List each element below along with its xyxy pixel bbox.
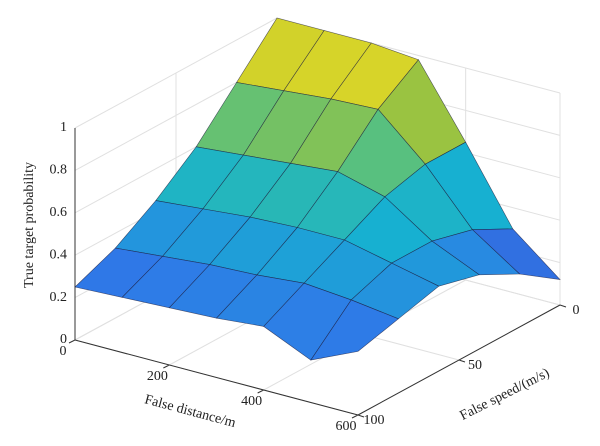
z-axis-label: True target probability <box>22 162 37 288</box>
x-tick-label: 400 <box>241 394 262 409</box>
x-tick-label: 600 <box>336 419 357 434</box>
y-tick-label: 100 <box>364 413 385 428</box>
tick-mark <box>351 414 359 419</box>
z-tick-label: 0.8 <box>50 163 68 178</box>
axis-line <box>357 304 561 416</box>
tick-mark <box>458 359 466 363</box>
z-tick-label: 0.4 <box>50 247 68 262</box>
z-tick-label: 0 <box>60 332 67 347</box>
x-axis-label: False distance/m <box>143 392 237 431</box>
z-tick-label: 0.6 <box>50 205 68 220</box>
x-tick-label: 200 <box>147 369 168 384</box>
tick-mark <box>68 339 76 344</box>
tick-mark <box>559 304 567 308</box>
tick-mark <box>357 414 365 418</box>
tick-mark <box>257 389 264 394</box>
tick-mark <box>163 364 170 369</box>
surface <box>74 17 561 361</box>
y-tick-label: 0 <box>573 303 580 318</box>
z-tick-label: 0.2 <box>50 290 68 305</box>
z-tick-label: 1 <box>60 120 67 135</box>
y-axis-label: False speed/(m/s) <box>458 366 553 424</box>
x-tick-label: 0 <box>60 344 67 359</box>
axis-line <box>74 339 359 416</box>
y-tick-label: 50 <box>468 358 482 373</box>
surface-cell <box>310 299 399 361</box>
